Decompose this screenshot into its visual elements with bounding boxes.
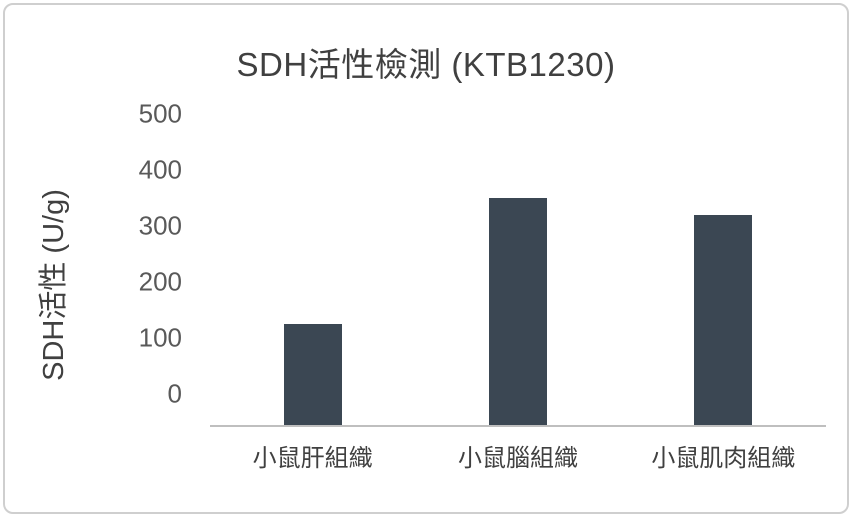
bar-slot: [415, 145, 620, 425]
y-tick-label: 100: [138, 322, 182, 353]
y-tick-label: 400: [138, 154, 182, 185]
y-axis-title-text: SDH活性 (U/g): [38, 189, 71, 381]
plot-area: [210, 145, 826, 427]
bar-slot: [621, 145, 826, 425]
y-axis-ticks: 0 100 200 300 400 500: [110, 99, 196, 425]
x-axis-label: 小鼠肌肉組織: [651, 445, 796, 472]
bar-slot: [210, 145, 415, 425]
y-axis-title: SDH活性 (U/g): [28, 130, 74, 440]
y-tick-label: 300: [138, 210, 182, 241]
bar-小鼠肝組織: [283, 324, 342, 425]
x-axis-label: 小鼠腦組織: [457, 445, 578, 472]
plot-wrap: 0 100 200 300 400 500: [110, 99, 826, 427]
y-tick-label: 0: [167, 378, 182, 409]
chart-title: SDH活性檢測 (KTB1230): [236, 46, 616, 83]
bar-series: [210, 145, 826, 425]
y-tick-label: 200: [138, 266, 182, 297]
y-tick-label: 500: [138, 98, 182, 129]
bar-小鼠腦組織: [488, 198, 547, 425]
x-axis-label: 小鼠肝組織: [252, 445, 373, 472]
x-axis-labels: 小鼠肝組織 小鼠腦組織 小鼠肌肉組織: [210, 438, 826, 473]
bar-小鼠肌肉組織: [694, 215, 753, 425]
